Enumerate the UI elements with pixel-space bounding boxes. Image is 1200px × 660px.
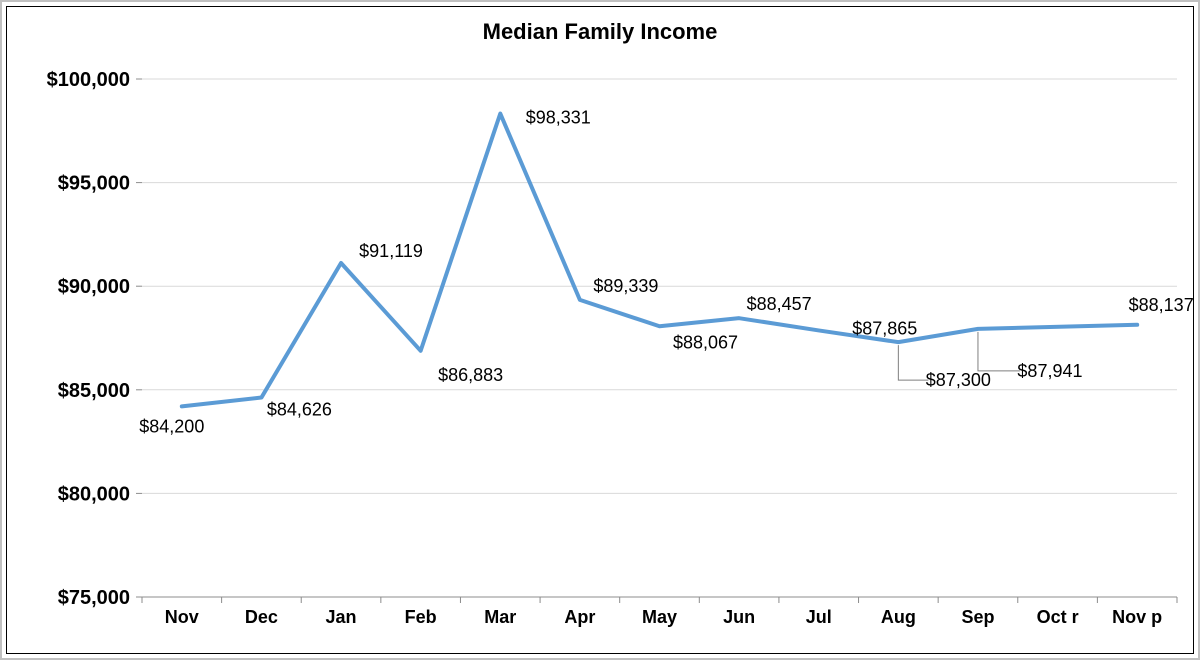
- data-label: $87,941: [1017, 361, 1082, 381]
- line-chart: $75,000 $80,000 $85,000 $90,000 $95,000 $100,…: [7, 7, 1195, 655]
- x-axis-label: Nov: [165, 607, 199, 627]
- x-axis-label: Aug: [881, 607, 916, 627]
- y-axis-label: $100,000: [47, 69, 130, 91]
- x-axis-label: Feb: [405, 607, 437, 627]
- data-label: $86,883: [438, 365, 503, 385]
- x-axis-label: Jan: [326, 607, 357, 627]
- data-label: $88,137: [1129, 295, 1194, 315]
- chart-outer-frame: Median Family Income $75,000$80,000$85,0…: [0, 0, 1200, 660]
- x-axis-label: Mar: [484, 607, 516, 627]
- y-axis-label: $95,000: [58, 173, 130, 195]
- x-axis-label: Oct r: [1037, 607, 1079, 627]
- data-label: $89,339: [593, 276, 658, 296]
- data-label: $88,457: [747, 294, 812, 314]
- y-axis-label: $80,000: [58, 483, 130, 505]
- x-axis-label: Nov p: [1112, 607, 1162, 627]
- x-axis-label: Apr: [564, 607, 595, 627]
- series-line: [182, 114, 1137, 407]
- x-axis-label: May: [642, 607, 677, 627]
- y-axis-label: $85,000: [58, 380, 130, 402]
- leader-line: [978, 332, 1020, 371]
- data-label: $87,300: [926, 370, 991, 390]
- data-label: $87,865: [852, 318, 917, 338]
- data-label: $84,626: [267, 400, 332, 420]
- y-axis-label: $75,000: [58, 587, 130, 609]
- x-axis-label: Sep: [961, 607, 994, 627]
- chart-inner-frame: Median Family Income $75,000$80,000$85,0…: [6, 6, 1194, 654]
- data-label: $91,119: [359, 241, 423, 261]
- y-axis-label: $90,000: [58, 276, 130, 298]
- data-label: $84,200: [139, 416, 204, 436]
- leader-line: [898, 345, 928, 380]
- x-axis-label: Jul: [806, 607, 832, 627]
- data-label: $98,331: [526, 108, 591, 128]
- data-label: $88,067: [673, 332, 738, 352]
- x-axis-label: Dec: [245, 607, 278, 627]
- x-axis-label: Jun: [723, 607, 755, 627]
